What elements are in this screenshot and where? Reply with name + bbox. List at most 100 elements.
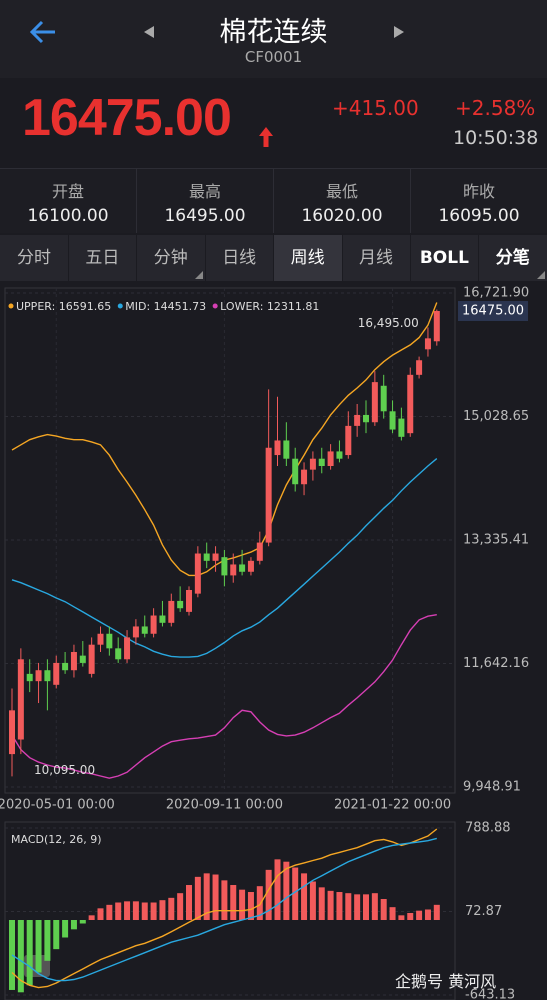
candle-body (416, 360, 423, 375)
y-tick-label: 13,335.41 (463, 532, 529, 547)
tab[interactable]: 周线 (273, 235, 343, 281)
stat-value: 16100.00 (27, 206, 109, 226)
candle-body (88, 644, 95, 674)
stat-cell: 开盘 16100.00 (0, 169, 137, 233)
candle-body (159, 615, 166, 623)
back-button[interactable] (28, 18, 58, 46)
legend-label: MID: 14451.73 (125, 300, 206, 313)
stat-label: 昨收 (462, 182, 495, 201)
quote-panel (0, 78, 547, 168)
legend-dot (8, 303, 14, 309)
macd-bar (283, 861, 290, 920)
candle-body (247, 560, 254, 572)
indicator-title: MACD(12, 26, 9) (11, 833, 102, 846)
contract-code: CF0001 (244, 48, 303, 66)
macd-bar (424, 909, 431, 920)
macd-bar (318, 887, 325, 920)
candle-body (97, 633, 104, 645)
up-arrow (259, 127, 273, 147)
last-price-tag (458, 301, 528, 322)
macd-bar (53, 919, 60, 950)
candle-body (168, 600, 175, 623)
stat-cell: 最高 16495.00 (137, 169, 274, 233)
boll-line (11, 614, 437, 779)
macd-bar (97, 908, 104, 920)
candle-body (407, 374, 414, 434)
tab[interactable]: 日线 (205, 235, 275, 281)
macd-bar (106, 904, 113, 920)
macd-bar (265, 869, 272, 920)
macd-bar (301, 873, 308, 920)
candle-body (389, 411, 396, 430)
tab-bar: 分时 五日 分钟 日线 周线 月线 BOLL 分笔 (0, 235, 547, 281)
candle-body (363, 414, 369, 423)
min-annotation: 10,095.00 (34, 763, 95, 777)
candle-body (309, 458, 316, 470)
prev-button[interactable] (142, 24, 156, 40)
price-change-pct: +2.58% (455, 96, 536, 120)
macd-bar (35, 919, 42, 973)
candle-body (327, 451, 334, 466)
candle-body (336, 451, 343, 459)
macd-bar (44, 919, 51, 961)
stat-cell: 昨收 16095.00 (411, 169, 547, 233)
macd-bar (239, 889, 246, 920)
macd-bar (407, 913, 414, 920)
candle-body (380, 385, 387, 412)
candle-body (132, 626, 139, 638)
macd-bar (309, 881, 316, 920)
next-button[interactable] (392, 24, 406, 40)
tab[interactable]: 五日 (68, 235, 138, 281)
macd-bar (247, 892, 254, 920)
tab[interactable]: 分笔 (479, 235, 547, 281)
macd-bar (194, 876, 201, 920)
price-change: +415.00 (332, 96, 419, 120)
tab[interactable]: 分时 (0, 235, 69, 281)
candle-body (150, 615, 157, 634)
macd-bar (336, 892, 343, 920)
stat-value: 16020.00 (301, 206, 383, 226)
macd-bar (433, 904, 440, 920)
max-annotation: 16,495.00 (358, 316, 419, 330)
macd-bar (150, 902, 157, 920)
macd-bar (221, 880, 228, 920)
legend-label: UPPER: 16591.65 (16, 300, 111, 313)
last-price-label: 16475.00 (462, 304, 524, 319)
candle-body (345, 425, 352, 456)
candle-body (177, 600, 184, 609)
macd-bar (177, 893, 184, 920)
macd-bar (17, 919, 24, 993)
stat-value: 16095.00 (438, 206, 520, 226)
candle-body (433, 311, 440, 342)
candle-body (186, 589, 192, 612)
macd-bar (380, 899, 387, 920)
macd-bar (141, 902, 148, 920)
macd-bar (9, 919, 15, 990)
macd-bar (212, 874, 219, 920)
x-tick-label: 2021-01-22 00:00 (334, 798, 451, 813)
macd-bar (26, 919, 33, 986)
macd-bar (168, 897, 175, 920)
candle-body (53, 662, 60, 685)
candle-body (62, 662, 69, 671)
stat-value: 16495.00 (164, 206, 246, 226)
macd-bar (159, 900, 166, 920)
tab[interactable]: 分钟 (137, 235, 206, 281)
y-tick-label: -643.13 (465, 988, 515, 1000)
y-tick-label: 9,948.91 (463, 780, 521, 795)
candle-body (283, 440, 290, 459)
y-tick-label: 72.87 (465, 904, 502, 919)
macd-bar (416, 910, 423, 920)
candle-body (141, 626, 148, 634)
macd-bar (354, 894, 361, 920)
last-price: 16475.00 (22, 89, 232, 147)
stat-label: 最高 (188, 182, 221, 201)
tab[interactable]: 月线 (342, 235, 411, 281)
candle-body (239, 564, 246, 572)
candle-body (70, 651, 77, 671)
tab[interactable]: BOLL (410, 235, 480, 281)
candle-body (318, 458, 325, 466)
macd-bar (345, 893, 352, 920)
